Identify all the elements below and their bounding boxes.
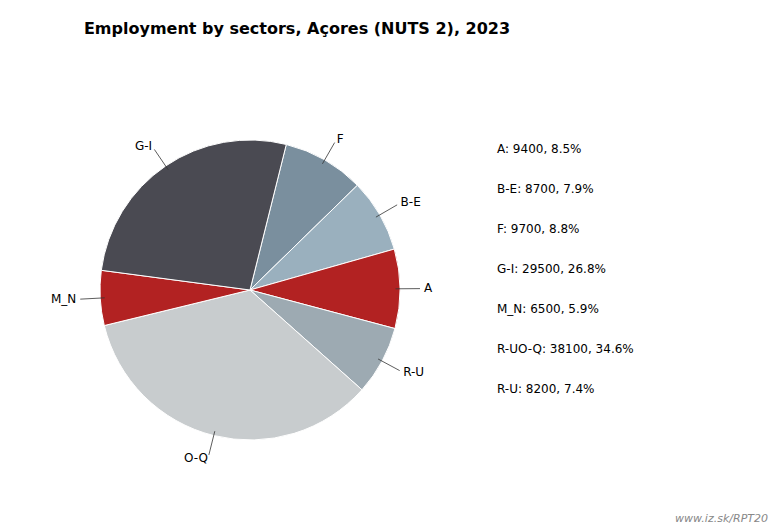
- slice-labels: F B-E A R-U O-Q M_N G-I: [51, 132, 433, 466]
- chart: Employment by sectors, Açores (NUTS 2), …: [0, 0, 782, 532]
- slice-label: R-U: [403, 365, 424, 379]
- slice-label: B-E: [401, 195, 421, 209]
- pie: [100, 140, 400, 440]
- slice: [101, 140, 286, 290]
- annotation: A: 9400, 8.5%: [497, 142, 582, 156]
- annotation: F: 9700, 8.8%: [497, 222, 579, 236]
- leader-line: [322, 143, 334, 164]
- title: Employment by sectors, Açores (NUTS 2), …: [84, 19, 510, 38]
- leader-line: [395, 288, 419, 289]
- leader-line: [209, 431, 215, 455]
- slice-label: A: [424, 281, 433, 295]
- slice-label: F: [337, 132, 344, 146]
- watermark: www.iz.sk/RPT20: [675, 512, 768, 525]
- annotation: G-I: 29500, 26.8%: [497, 262, 606, 276]
- annotation: M_N: 6500, 5.9%: [497, 302, 599, 316]
- leader-line: [154, 149, 168, 169]
- annotation: B-E: 8700, 7.9%: [497, 182, 594, 196]
- leader-line: [376, 205, 397, 217]
- annotation: R-U: 8200, 7.4%: [497, 382, 594, 396]
- slice-label: M_N: [51, 292, 76, 306]
- slice-label: O-Q: [184, 451, 208, 465]
- legend-text: A: 9400, 8.5% B-E: 8700, 7.9% F: 9700, 8.8…: [497, 142, 634, 396]
- leader-line: [378, 359, 400, 371]
- slice-label: G-I: [135, 139, 152, 153]
- annotation: R-UO-Q: 38100, 34.6%: [497, 342, 634, 356]
- leader-line: [80, 298, 104, 299]
